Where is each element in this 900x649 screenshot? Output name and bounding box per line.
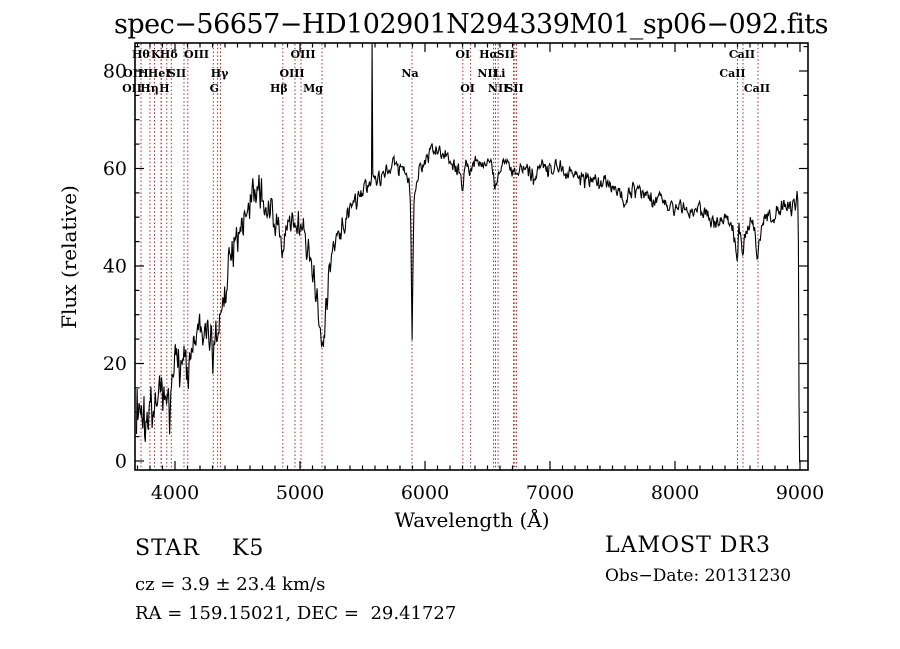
y-tick-label: 20: [103, 353, 127, 375]
spectral-line-label: CaII: [744, 82, 770, 95]
spectral-line-label: OIII: [290, 48, 315, 61]
spectral-line-label: OIII: [184, 48, 209, 61]
y-tick-label: 0: [115, 451, 127, 473]
spectral-line-label: Hβ: [270, 82, 288, 95]
spectral-line-label: G: [210, 82, 219, 95]
spectral-line-label: Na: [401, 67, 418, 80]
spectral-line-label: Hγ: [211, 67, 229, 80]
y-tick-label: 80: [103, 61, 127, 83]
y-tick-labels: 0 20 40 60 80: [103, 61, 127, 473]
spectral-line-label: OII: [123, 67, 143, 80]
spectral-line-label: H: [138, 67, 148, 80]
spectral-line-label: SII: [497, 48, 515, 61]
y-axis-label: Flux (relative): [57, 185, 81, 329]
spectral-line-label: NII: [477, 67, 497, 80]
y-tick-label: 60: [103, 158, 127, 180]
spectral-line-label: NII: [488, 82, 508, 95]
x-tick-label: 9000: [776, 482, 824, 504]
spectral-line-label: K: [151, 48, 161, 61]
x-tick-labels: 4000 5000 6000 7000 8000 9000: [151, 482, 824, 504]
obs-date-text: Obs−Date: 20131230: [605, 566, 792, 586]
spectral-line-label: Hη: [140, 82, 158, 95]
survey-release-text: LAMOST DR3: [605, 533, 771, 558]
cz-velocity-text: cz = 3.9 ± 23.4 km/s: [135, 574, 326, 595]
spectral-line-label: Mg: [303, 82, 323, 95]
spectral-line-markers: [140, 44, 759, 469]
plot-frame: [134, 42, 809, 471]
spectral-line-label: CaII: [719, 67, 745, 80]
x-axis-label: Wavelength (Å): [394, 507, 549, 532]
x-tick-label: 4000: [151, 482, 199, 504]
spectral-line-label: Hα: [479, 48, 498, 61]
spectral-line-label: Hθ: [132, 48, 150, 61]
y-tick-label: 40: [103, 256, 127, 278]
spectral-line-label: Hδ: [160, 48, 178, 61]
spectral-line-label: OII: [122, 82, 142, 95]
x-tick-label: 8000: [651, 482, 699, 504]
spectral-line-label: CaII: [729, 48, 755, 61]
ra-dec-text: RA = 159.15021, DEC = 29.41727: [135, 603, 457, 624]
spectral-line-label: OI: [455, 48, 470, 61]
spectral-line-label: SII: [168, 67, 186, 80]
spectral-line-label: SII: [505, 82, 523, 95]
spectral-line-label: HeI: [148, 67, 171, 80]
axis-ticks: [135, 43, 808, 470]
spectral-line-label: Li: [494, 67, 506, 80]
classification-text: STAR K5: [135, 536, 265, 561]
spectrum-path: [135, 43, 804, 463]
plot-title: spec−56657−HD102901N294339M01_sp06−092.f…: [114, 9, 828, 40]
x-tick-label: 7000: [526, 482, 574, 504]
spectral-line-label: OI: [460, 82, 475, 95]
x-tick-label: 6000: [401, 482, 449, 504]
x-tick-label: 5000: [276, 482, 324, 504]
spectral-line-label: H: [159, 82, 169, 95]
spectral-line-label: OIII: [279, 67, 304, 80]
